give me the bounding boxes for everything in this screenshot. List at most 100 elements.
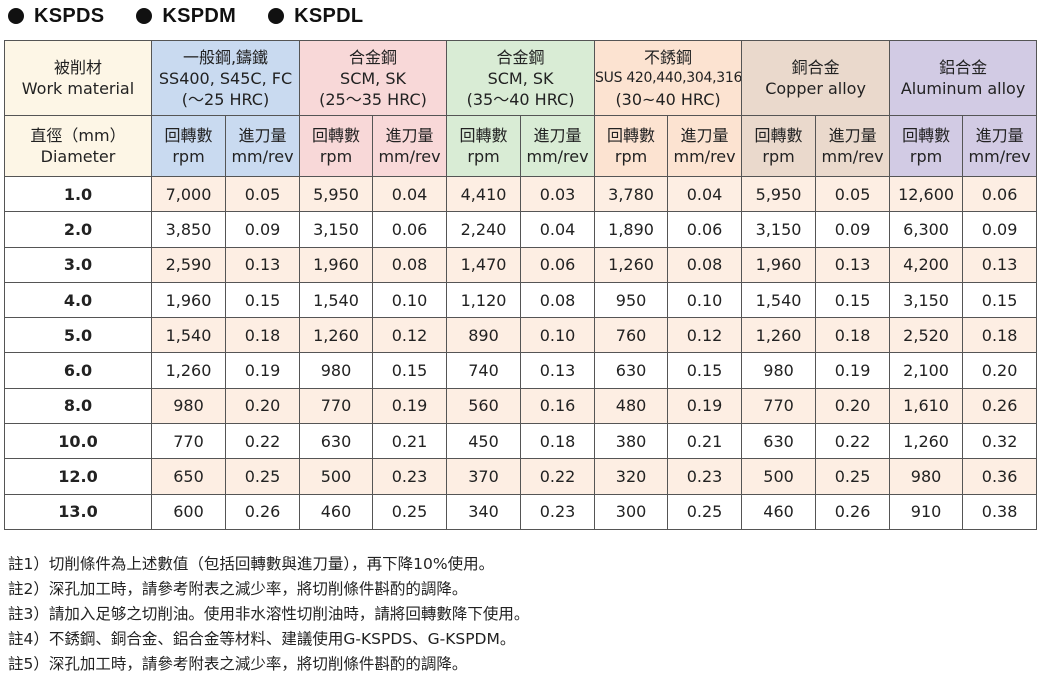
feed-cell: 0.26 xyxy=(224,493,301,530)
header-line: 回轉數 xyxy=(607,126,656,145)
rpm-header: 回轉數 rpm xyxy=(446,115,522,177)
rpm-cell: 980 xyxy=(151,387,226,425)
feed-cell: 0.06 xyxy=(520,246,596,283)
feed-cell: 0.09 xyxy=(962,211,1038,248)
tab-kspdl[interactable]: KSPDL xyxy=(268,5,363,28)
feed-cell: 0.13 xyxy=(962,246,1038,283)
feed-cell: 0.23 xyxy=(372,458,448,495)
header-line: (25～35 HRC) xyxy=(319,89,427,109)
rpm-cell: 980 xyxy=(299,352,374,389)
feed-cell: 0.04 xyxy=(667,175,743,213)
feed-cell: 0.26 xyxy=(815,493,891,530)
feed-cell: 0.10 xyxy=(520,317,596,354)
feed-cell: 0.04 xyxy=(372,175,448,213)
rpm-header: 回轉數 rpm xyxy=(151,115,226,177)
rpm-cell: 630 xyxy=(741,423,817,460)
header-line: 進刀量 xyxy=(238,126,287,145)
bullet-icon xyxy=(268,8,285,24)
note-item: 註3）請加入足够之切削油。使用非水溶性切削油時，請將回轉數降下使用。 xyxy=(8,605,530,623)
table-row: 5.0 1,540 0.18 1,260 0.12 890 0.10 760 0.12 1,260… xyxy=(4,317,1038,354)
rpm-cell: 1,260 xyxy=(741,317,817,354)
rpm-cell: 1,960 xyxy=(299,246,374,283)
header-line: 進刀量 xyxy=(975,126,1024,145)
feed-cell: 0.12 xyxy=(667,317,743,354)
rpm-cell: 950 xyxy=(594,281,669,319)
feed-cell: 0.15 xyxy=(224,281,301,319)
diameter-cell: 10.0 xyxy=(4,423,152,460)
header-line: 進刀量 xyxy=(385,126,434,145)
feed-cell: 0.19 xyxy=(815,352,891,389)
feed-cell: 0.18 xyxy=(224,317,301,354)
rpm-header: 回轉數 rpm xyxy=(741,115,817,177)
rpm-cell: 460 xyxy=(299,493,374,530)
feed-header: 進刀量 mm/rev xyxy=(815,115,891,177)
feed-cell: 0.08 xyxy=(520,281,596,319)
material-group-header: 不銹鋼 SUS 420,440,304,316 (30~40 HRC) xyxy=(594,40,743,116)
feed-cell: 0.04 xyxy=(520,211,596,248)
table-row: 6.0 1,260 0.19 980 0.15 740 0.13 630 0.15 980 0.19… xyxy=(4,352,1038,389)
header-line: SCM, SK xyxy=(340,68,406,88)
rpm-cell: 2,240 xyxy=(446,211,522,248)
rpm-cell: 2,590 xyxy=(151,246,226,283)
feed-cell: 0.38 xyxy=(962,493,1038,530)
header-line: 鋁合金 xyxy=(939,58,988,77)
tab-label: KSPDM xyxy=(162,4,237,27)
rpm-cell: 740 xyxy=(446,352,522,389)
table-row: 8.0 980 0.20 770 0.19 560 0.16 480 0.19 770 0.20 1,… xyxy=(4,387,1038,425)
note-item: 註4）不銹鋼、銅合金、鋁合金等材料、建議使用G-KSPDS、G-KSPDM。 xyxy=(8,630,516,648)
material-group-header: 銅合金 Copper alloy xyxy=(741,40,891,116)
rpm-cell: 890 xyxy=(446,317,522,354)
feed-cell: 0.03 xyxy=(520,175,596,213)
feed-cell: 0.13 xyxy=(815,246,891,283)
header-line: rpm xyxy=(319,147,353,166)
rpm-cell: 3,150 xyxy=(741,211,817,248)
rpm-cell: 460 xyxy=(741,493,817,530)
feed-cell: 0.10 xyxy=(667,281,743,319)
feed-cell: 0.09 xyxy=(224,211,301,248)
feed-cell: 0.20 xyxy=(815,387,891,425)
rpm-cell: 770 xyxy=(299,387,374,425)
header-line: Aluminum alloy xyxy=(900,79,1026,98)
table-row: 12.0 650 0.25 500 0.23 370 0.22 320 0.23 500 0.25 9… xyxy=(4,458,1038,495)
feed-cell: 0.25 xyxy=(372,493,448,530)
rpm-cell: 560 xyxy=(446,387,522,425)
feed-cell: 0.15 xyxy=(815,281,891,319)
feed-cell: 0.25 xyxy=(667,493,743,530)
rpm-cell: 7,000 xyxy=(151,175,226,213)
header-line: 回轉數 xyxy=(164,126,213,145)
header-line: 銅合金 xyxy=(791,58,840,77)
feed-cell: 0.15 xyxy=(962,281,1038,319)
diameter-cell: 13.0 xyxy=(4,493,152,530)
rpm-cell: 650 xyxy=(151,458,226,495)
feed-cell: 0.23 xyxy=(520,493,596,530)
material-group-header: 合金鋼 SCM, SK (25～35 HRC) xyxy=(299,40,448,116)
tab-kspds[interactable]: KSPDS xyxy=(8,5,104,28)
header-line: (35～40 HRC) xyxy=(466,89,575,109)
feed-cell: 0.36 xyxy=(962,458,1038,495)
rpm-cell: 1,260 xyxy=(889,423,964,460)
header-line: 進刀量 xyxy=(828,126,877,145)
table-row: 3.0 2,590 0.13 1,960 0.08 1,470 0.06 1,260 0.08 1… xyxy=(4,246,1038,283)
rpm-cell: 480 xyxy=(594,387,669,425)
header-line: mm/rev xyxy=(526,147,589,166)
diameter-cell: 4.0 xyxy=(4,281,152,319)
rpm-cell: 770 xyxy=(151,423,226,460)
rpm-cell: 3,150 xyxy=(889,281,964,319)
rpm-cell: 3,850 xyxy=(151,211,226,248)
feed-cell: 0.32 xyxy=(962,423,1038,460)
notes: 註1）切削條件為上述數值（包括回轉數與進刀量），再下降10%使用。 註2）深孔加… xyxy=(8,552,529,677)
header-line: (30~40 HRC) xyxy=(615,89,721,109)
diameter-cell: 6.0 xyxy=(4,352,152,389)
feed-cell: 0.18 xyxy=(962,317,1038,354)
work-material-header: 被削材 Work material xyxy=(4,40,152,116)
tab-kspdm[interactable]: KSPDM xyxy=(136,5,236,28)
feed-cell: 0.18 xyxy=(520,423,596,460)
header-line: 進刀量 xyxy=(680,126,729,145)
header-line: mm/rev xyxy=(231,147,294,166)
rpm-cell: 4,200 xyxy=(889,246,964,283)
table-row: 1.0 7,000 0.05 5,950 0.04 4,410 0.03 3,780 0.04 5… xyxy=(4,175,1038,213)
rpm-cell: 450 xyxy=(446,423,522,460)
material-header-row: 被削材 Work material 一般鋼,鑄鐵 SS400, S45C, FC… xyxy=(4,40,1038,116)
header-line: 不銹鋼 xyxy=(644,47,693,67)
feed-cell: 0.15 xyxy=(667,352,743,389)
